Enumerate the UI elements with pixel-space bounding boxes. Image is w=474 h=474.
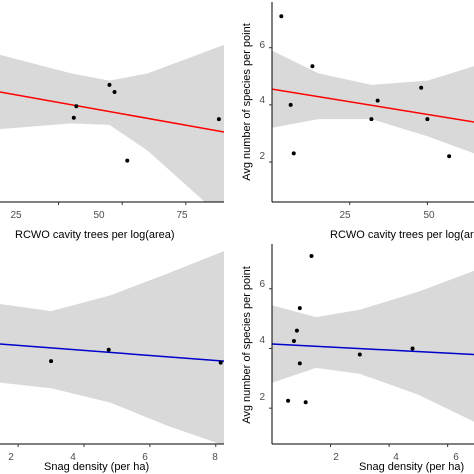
y-tick-label: 2 xyxy=(259,151,265,162)
data-point xyxy=(71,115,76,120)
data-point xyxy=(291,339,296,344)
x-axis-label: Snag density (per ha) xyxy=(44,461,149,473)
data-point xyxy=(112,90,117,94)
data-point xyxy=(369,117,374,122)
x-tick-label: 4 xyxy=(70,452,76,463)
data-point xyxy=(419,85,424,90)
data-point xyxy=(303,400,308,405)
y-tick-label: 2 xyxy=(259,392,265,403)
data-point xyxy=(309,253,314,258)
data-point xyxy=(297,306,302,311)
x-tick-label: 6 xyxy=(142,452,148,463)
confidence-band xyxy=(272,270,474,422)
panel-top-left: 25 50 75 RCWO cavity trees per log(area) xyxy=(0,44,224,241)
data-point xyxy=(218,360,223,365)
data-point xyxy=(288,102,293,107)
panel-bottom-left: 2 4 6 8 Snag density (per ha) xyxy=(0,251,224,473)
x-tick-label: 25 xyxy=(339,210,351,221)
data-point xyxy=(425,117,430,122)
y-tick-label: 6 xyxy=(259,40,265,51)
x-tick-label: 75 xyxy=(176,210,188,221)
regression-line xyxy=(0,91,224,133)
data-point xyxy=(410,346,415,351)
data-point xyxy=(357,352,362,357)
confidence-band xyxy=(272,50,474,154)
data-point xyxy=(310,64,315,69)
x-axis-label: RCWO cavity trees per log(area) xyxy=(15,229,175,241)
x-tick-label: 2 xyxy=(8,452,14,463)
x-tick-label: 6 xyxy=(453,452,459,463)
data-point xyxy=(294,328,299,333)
data-point xyxy=(286,398,291,403)
panel-top-right: 2 4 6 25 50 RCWO cavity trees per log(ar… xyxy=(241,2,474,241)
x-axis-label: RCWO cavity trees per log(area) xyxy=(330,229,474,241)
x-tick-label: 50 xyxy=(423,210,435,221)
data-point xyxy=(49,359,54,364)
x-tick-label: 50 xyxy=(93,210,105,221)
y-tick-label: 4 xyxy=(259,335,265,346)
data-point xyxy=(125,158,130,163)
regression-line xyxy=(272,88,474,123)
x-tick-label: 4 xyxy=(393,452,399,463)
confidence-band xyxy=(0,251,224,444)
data-point xyxy=(291,151,296,156)
y-tick-label: 6 xyxy=(259,279,265,290)
x-tick-label: 8 xyxy=(212,452,218,463)
y-axis-label: Avg number of species per point xyxy=(241,266,253,424)
regression-line xyxy=(0,343,224,362)
data-point xyxy=(106,347,111,352)
panel-bottom-right: 2 4 6 2 4 6 Snag density (per ha) Avg nu… xyxy=(241,244,474,473)
confidence-band xyxy=(0,44,224,202)
x-axis-label: Snag density (per ha) xyxy=(359,461,464,473)
regression-line xyxy=(272,343,474,356)
data-point xyxy=(107,82,112,87)
data-point xyxy=(74,104,79,109)
y-tick-label: 4 xyxy=(259,95,265,106)
data-point xyxy=(297,361,302,366)
x-tick-label: 25 xyxy=(10,210,22,221)
data-point xyxy=(216,117,221,122)
data-point xyxy=(279,14,284,19)
x-tick-label: 2 xyxy=(333,452,339,463)
data-point xyxy=(447,154,452,159)
y-axis-label: Avg number of species per point xyxy=(241,23,253,181)
data-point xyxy=(375,98,380,103)
